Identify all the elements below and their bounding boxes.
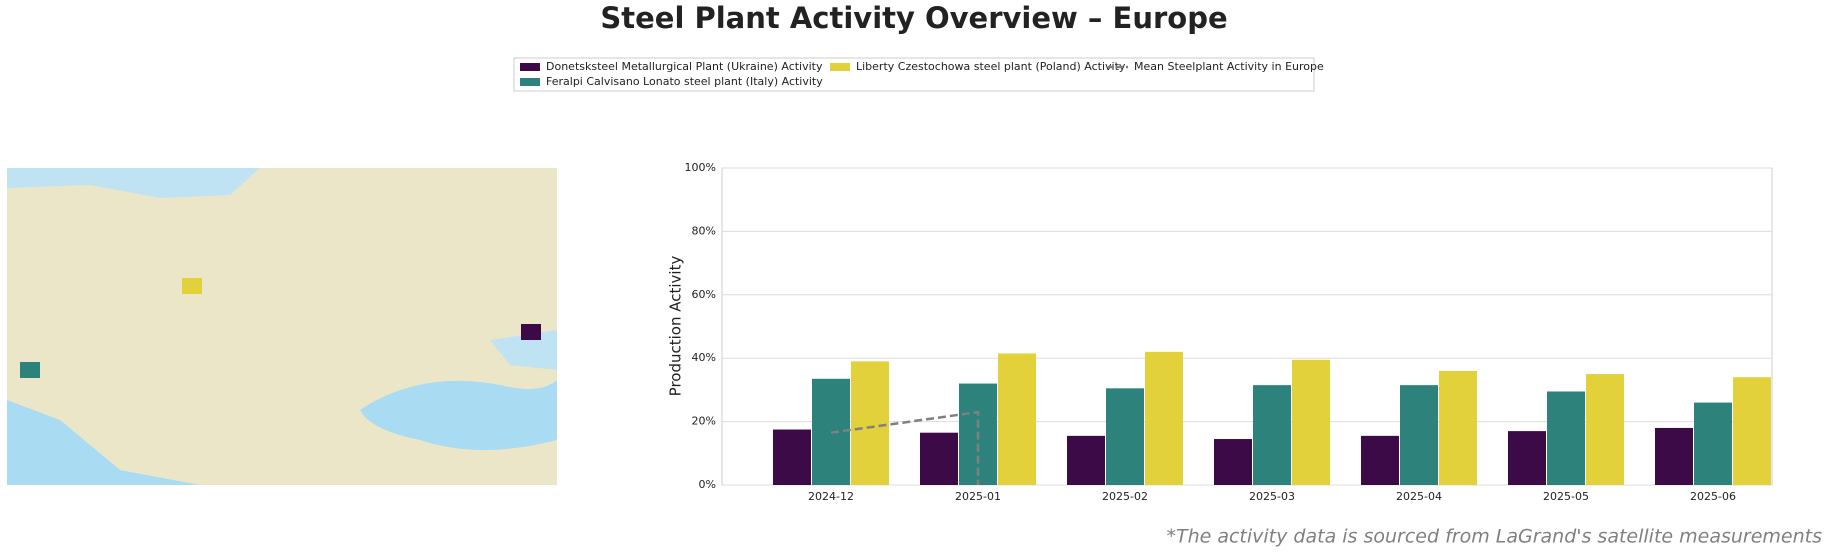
legend-swatch: [830, 63, 850, 71]
x-tick-label: 2025-03: [1249, 490, 1295, 503]
map: [7, 168, 557, 485]
line: [830, 410, 980, 485]
bar: [1253, 385, 1291, 485]
legend-box: [513, 57, 1315, 92]
y-tick-label: 100%: [685, 161, 716, 174]
y-axis-label: Production Activity: [667, 256, 685, 397]
bar: [851, 361, 889, 485]
legend-label: Mean Steelplant Activity in Europe: [1134, 60, 1324, 73]
map-sea: [360, 380, 557, 450]
bar: [920, 432, 958, 485]
legend-label: Donetsksteel Metallurgical Plant (Ukrain…: [546, 60, 823, 73]
legend-label: Feralpi Calvisano Lonato steel plant (It…: [546, 75, 823, 88]
legend-swatch: [520, 78, 540, 86]
footnote: *The activity data is sourced from LaGra…: [1166, 526, 1822, 548]
plant-icon: [20, 362, 40, 378]
bar: [1106, 388, 1144, 485]
bar: [1733, 377, 1771, 485]
x-tick-label: 2025-01: [955, 490, 1001, 503]
bar: [1655, 427, 1693, 485]
bar: [1400, 385, 1438, 485]
x-tick-label: 2025-06: [1690, 490, 1736, 503]
y-tick-label: 60%: [692, 288, 716, 301]
bar: [1547, 391, 1585, 485]
y-tick-label: 0%: [699, 478, 716, 491]
y-tick-label: 40%: [692, 351, 716, 364]
y-tick-label: 20%: [692, 415, 716, 428]
legend-swatch: [520, 63, 540, 71]
y-tick-label: 80%: [692, 224, 716, 237]
chart-title: Steel Plant Activity Overview – Europe: [600, 1, 1227, 35]
bar: [1145, 351, 1183, 485]
map-sea: [7, 168, 260, 198]
map-sea: [7, 400, 200, 485]
x-tick-label: 2024-12: [808, 490, 854, 503]
bar: [1214, 439, 1252, 485]
bar: [1508, 431, 1546, 485]
bar: [1361, 435, 1399, 485]
x-tick-label: 2025-02: [1102, 490, 1148, 503]
plant-icon: [182, 278, 202, 294]
bar: [1292, 359, 1330, 485]
bar: [1694, 402, 1732, 485]
bar: [1439, 370, 1477, 485]
bar: [998, 353, 1036, 485]
plant-icon: [521, 324, 541, 340]
legend-label: Liberty Czestochowa steel plant (Poland)…: [856, 60, 1126, 73]
x-tick-label: 2025-04: [1396, 490, 1442, 503]
bar: [1067, 435, 1105, 485]
bar: [773, 429, 811, 485]
x-tick-label: 2025-05: [1543, 490, 1589, 503]
bar: [1586, 374, 1624, 485]
